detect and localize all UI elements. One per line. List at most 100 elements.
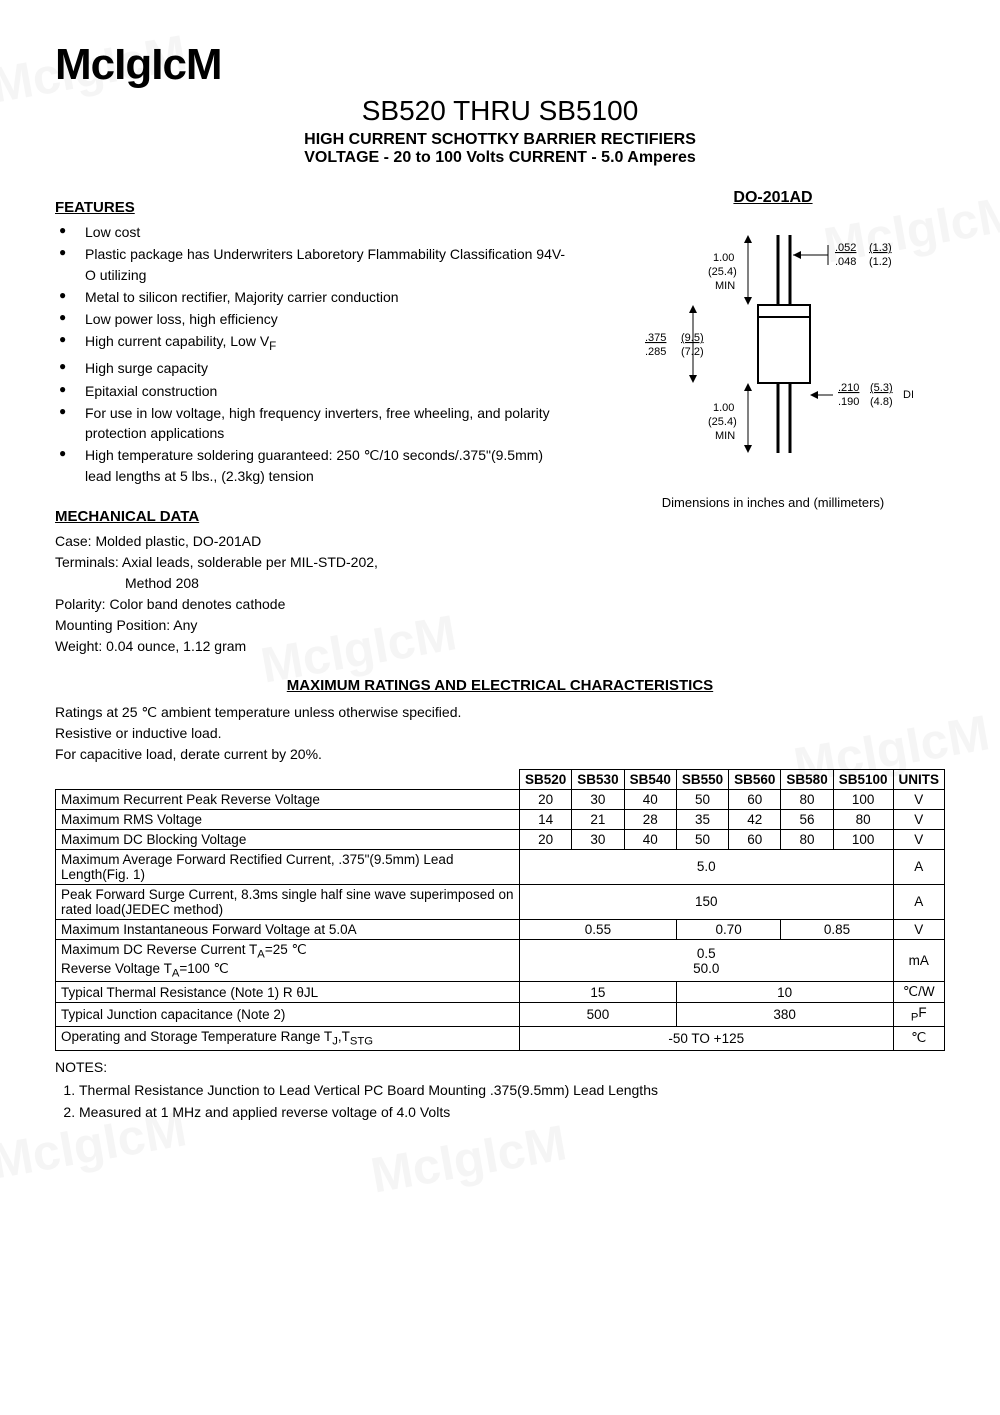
notes-heading: NOTES:	[55, 1057, 945, 1079]
value-cell: 0.55	[520, 919, 677, 939]
col-header: UNITS	[893, 769, 945, 789]
notes-section: NOTES: Thermal Resistance Junction to Le…	[55, 1057, 945, 1124]
value-cell: 50	[676, 789, 728, 809]
dim-lead-len: 1.00	[713, 252, 734, 264]
table-row: Maximum DC Blocking Voltage2030405060801…	[56, 829, 945, 849]
mech-line: Polarity: Color band denotes cathode	[55, 594, 571, 615]
dim-body-len-in: .285	[645, 346, 666, 358]
param-cell: Typical Thermal Resistance (Note 1) R θJ…	[56, 982, 520, 1003]
col-header: SB550	[676, 769, 728, 789]
value-cell: 80	[781, 789, 833, 809]
table-row: Maximum DC Reverse Current TA=25 ℃Revers…	[56, 939, 945, 981]
value-cell: 42	[729, 809, 781, 829]
value-cell: 15	[520, 982, 677, 1003]
table-row: Typical Junction capacitance (Note 2)500…	[56, 1003, 945, 1027]
param-cell: Maximum Instantaneous Forward Voltage at…	[56, 919, 520, 939]
mech-line: Weight: 0.04 ounce, 1.12 gram	[55, 636, 571, 657]
mechanical-data: Case: Molded plastic, DO-201AD Terminals…	[55, 531, 571, 657]
dim-body-dia-in: .210	[838, 382, 859, 394]
dim-lead-dia-in: .048	[835, 256, 856, 268]
table-row: Maximum RMS Voltage14212835425680V	[56, 809, 945, 829]
table-row: Maximum Instantaneous Forward Voltage at…	[56, 919, 945, 939]
feature-item: High temperature soldering guaranteed: 2…	[59, 445, 571, 486]
unit-cell: V	[893, 789, 945, 809]
dim-lead-len2: (25.4)	[708, 416, 737, 428]
col-header: SB560	[729, 769, 781, 789]
mech-line: Method 208	[55, 573, 571, 594]
unit-cell: V	[893, 809, 945, 829]
dia-label: DIA	[903, 389, 913, 401]
value-cell: 20	[520, 829, 572, 849]
value-cell: -50 TO +125	[520, 1027, 893, 1051]
value-cell: 30	[572, 789, 624, 809]
value-cell: 0.550.0	[520, 939, 893, 981]
main-title: SB520 THRU SB5100	[55, 95, 945, 127]
features-heading: FEATURES	[55, 199, 571, 216]
dim-body-dia-in: .190	[838, 396, 859, 408]
col-header: SB520	[520, 769, 572, 789]
value-cell: 35	[676, 809, 728, 829]
dim-body-len-in: .375	[645, 332, 666, 344]
feature-item: Low power loss, high efficiency	[59, 309, 571, 329]
note-item: Thermal Resistance Junction to Lead Vert…	[79, 1080, 945, 1102]
ratings-intro-line: Ratings at 25 ℃ ambient temperature unle…	[55, 702, 945, 723]
feature-item: Low cost	[59, 222, 571, 242]
unit-cell: V	[893, 919, 945, 939]
col-header: SB580	[781, 769, 833, 789]
value-cell: 21	[572, 809, 624, 829]
col-header: SB530	[572, 769, 624, 789]
dim-body-dia-mm: (5.3)	[870, 382, 893, 394]
mech-line: Mounting Position: Any	[55, 615, 571, 636]
feature-item: Plastic package has Underwriters Laboret…	[59, 244, 571, 285]
ratings-intro: Ratings at 25 ℃ ambient temperature unle…	[55, 702, 945, 765]
col-header: SB5100	[833, 769, 893, 789]
param-cell: Maximum Average Forward Rectified Curren…	[56, 849, 520, 884]
dim-lead-len: (25.4)	[708, 266, 737, 278]
ratings-heading: MAXIMUM RATINGS AND ELECTRICAL CHARACTER…	[55, 677, 945, 694]
ratings-table: SB520 SB530 SB540 SB550 SB560 SB580 SB51…	[55, 769, 945, 1051]
subtitle-line1: HIGH CURRENT SCHOTTKY BARRIER RECTIFIERS	[55, 131, 945, 149]
company-logo: McIgIcM	[55, 40, 945, 90]
value-cell: 0.70	[676, 919, 781, 939]
feature-item: For use in low voltage, high frequency i…	[59, 403, 571, 444]
value-cell: 56	[781, 809, 833, 829]
value-cell: 30	[572, 829, 624, 849]
watermark: McIgIcM	[366, 1113, 570, 1204]
value-cell: 60	[729, 829, 781, 849]
unit-cell: ℃	[893, 1027, 945, 1051]
param-cell: Operating and Storage Temperature Range …	[56, 1027, 520, 1051]
value-cell: 60	[729, 789, 781, 809]
table-row: Typical Thermal Resistance (Note 1) R θJ…	[56, 982, 945, 1003]
feature-item: High current capability, Low VF	[59, 331, 571, 356]
dim-lead-len2: 1.00	[713, 402, 734, 414]
dim-lead-dia-mm: (1.2)	[869, 256, 892, 268]
unit-cell: mA	[893, 939, 945, 981]
param-cell: Maximum Recurrent Peak Reverse Voltage	[56, 789, 520, 809]
value-cell: 5.0	[520, 849, 893, 884]
unit-cell: V	[893, 829, 945, 849]
value-cell: 50	[676, 829, 728, 849]
unit-cell: ℃/W	[893, 982, 945, 1003]
param-cell: Maximum RMS Voltage	[56, 809, 520, 829]
table-header-row: SB520 SB530 SB540 SB550 SB560 SB580 SB51…	[56, 769, 945, 789]
value-cell: 100	[833, 789, 893, 809]
unit-cell: A	[893, 849, 945, 884]
value-cell: 150	[520, 884, 893, 919]
dim-body-dia-mm: (4.8)	[870, 396, 893, 408]
dim-lead-dia-mm: (1.3)	[869, 242, 892, 254]
table-row: Operating and Storage Temperature Range …	[56, 1027, 945, 1051]
param-cell: Peak Forward Surge Current, 8.3ms single…	[56, 884, 520, 919]
value-cell: 100	[833, 829, 893, 849]
feature-item: Metal to silicon rectifier, Majority car…	[59, 287, 571, 307]
dim-body-len-mm: (9.5)	[681, 332, 704, 344]
mechanical-heading: MECHANICAL DATA	[55, 508, 571, 525]
unit-cell: PF	[893, 1003, 945, 1027]
note-item: Measured at 1 MHz and applied reverse vo…	[79, 1102, 945, 1124]
mech-line: Terminals: Axial leads, solderable per M…	[55, 552, 571, 573]
package-name: DO-201AD	[733, 189, 812, 207]
ratings-intro-line: For capacitive load, derate current by 2…	[55, 744, 945, 765]
features-list: Low cost Plastic package has Underwriter…	[55, 222, 571, 486]
feature-item: High surge capacity	[59, 358, 571, 378]
feature-item: Epitaxial construction	[59, 381, 571, 401]
value-cell: 80	[833, 809, 893, 829]
